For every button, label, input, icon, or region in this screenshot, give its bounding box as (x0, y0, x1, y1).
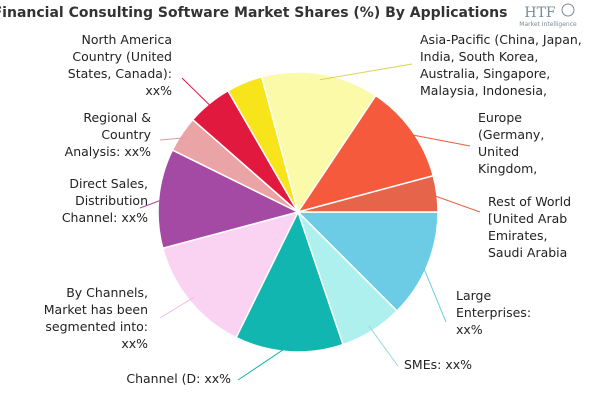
leader-line-1 (368, 325, 399, 367)
slice-label-2: Channel (D: xx% (126, 371, 231, 386)
slice-label-6: North America Country (United States, Cana… (68, 32, 172, 98)
pie-slice-10 (297, 174, 439, 213)
leader-line-4 (139, 198, 165, 209)
globe-icon (561, 3, 575, 17)
leader-line-6 (181, 77, 214, 109)
slice-label-5: Regional & Country Analysis: xx% (65, 110, 152, 159)
leader-line-9 (406, 133, 471, 147)
pie-slice-4 (157, 149, 301, 250)
logo: HTF Market Intelligence (519, 3, 577, 28)
slice-labels: Large Enterprises: xx% SMEs: xx% Channel (D:… (44, 32, 582, 386)
logo-subtitle: Market Intelligence (519, 21, 577, 28)
slice-label-8: Asia-Pacific (China, Japan, India, South … (420, 32, 582, 98)
pie-slice-0 (296, 211, 439, 313)
slice-label-4: Direct Sales, Distribution Channel: xx% (62, 176, 148, 225)
slice-label-1: SMEs: xx% (404, 357, 472, 372)
slice-label-3: By Channels, Market has been segmented int… (44, 285, 148, 351)
slice-label-0: Large Enterprises: xx% (456, 288, 531, 337)
leader-line-8 (319, 63, 413, 81)
pie-slice-3 (161, 210, 300, 339)
leader-lines (139, 63, 481, 381)
leader-line-0 (421, 263, 447, 323)
leader-line-2 (237, 345, 290, 381)
pie-slice-2 (235, 210, 344, 353)
leader-line-5 (159, 137, 187, 141)
pie-slice-9 (296, 94, 435, 214)
pie-slices (157, 71, 439, 353)
chart-title: Financial Consulting Software Market Sha… (0, 5, 507, 21)
pie-slice-8 (260, 71, 377, 214)
leader-line-10 (430, 194, 481, 213)
slice-label-10: Rest of World [United Arab Emirates, Saudi … (488, 194, 571, 260)
leader-line-3 (159, 296, 195, 319)
logo-text: HTF (524, 5, 556, 21)
slice-label-9: Europe (Germany, United Kingdom, (478, 110, 544, 176)
